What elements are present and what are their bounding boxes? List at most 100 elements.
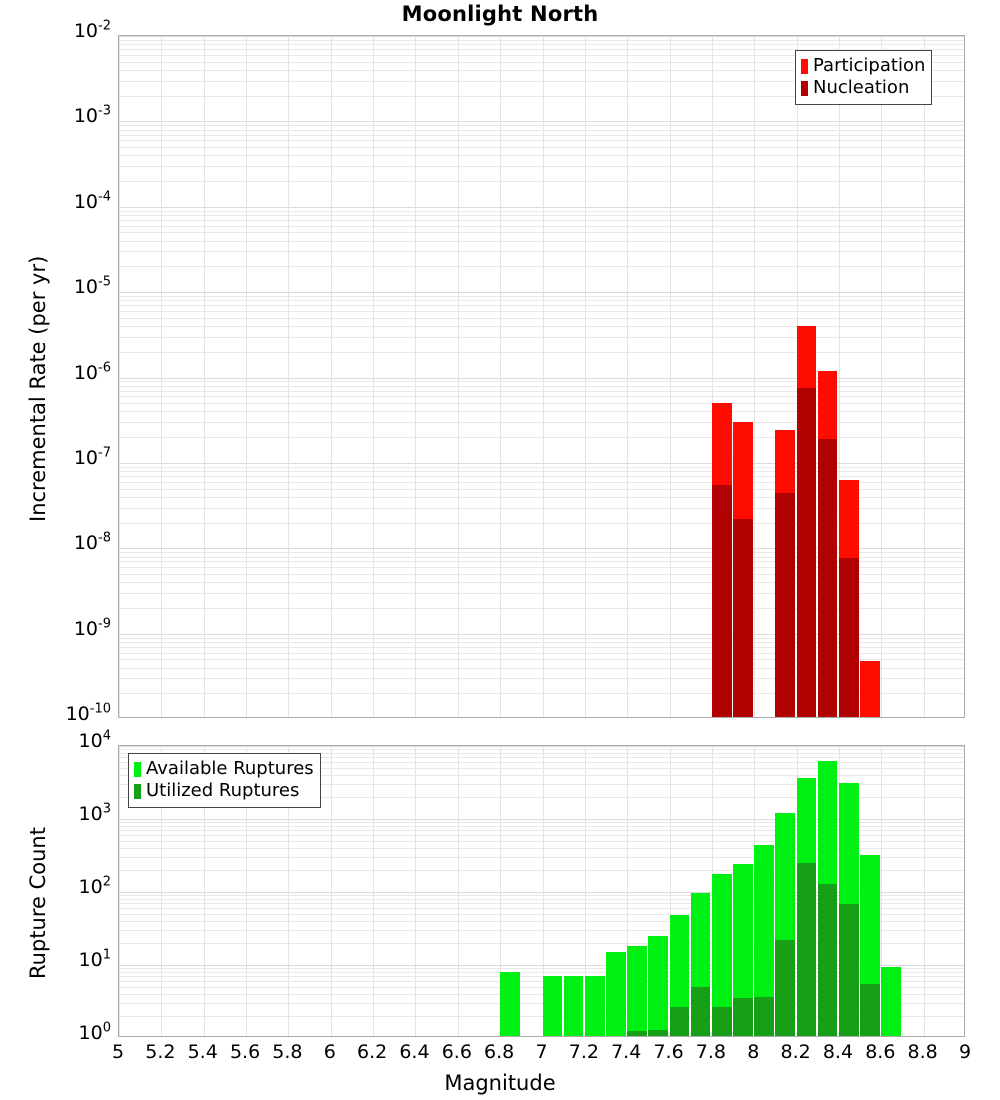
legend-label: Utilized Ruptures — [146, 780, 300, 801]
gridline — [119, 986, 964, 988]
gridline — [119, 296, 964, 298]
y-tick-label: 10-3 — [73, 104, 111, 128]
gridline-vertical — [542, 36, 544, 717]
bar-segment — [711, 1006, 732, 1036]
gridline — [119, 965, 964, 966]
gridline — [119, 767, 964, 769]
gridline-vertical — [838, 36, 840, 717]
gridline — [119, 652, 964, 654]
gridline-vertical — [330, 36, 332, 717]
y-tick-label: 10-10 — [65, 701, 111, 725]
bar-segment — [627, 1030, 647, 1036]
bar-segment — [754, 997, 774, 1036]
y-tick-label: 101 — [78, 947, 111, 971]
gridline — [119, 351, 964, 353]
bar-segment — [711, 485, 732, 717]
gridline-vertical — [457, 746, 459, 1036]
bar — [838, 783, 859, 1036]
gridline — [119, 522, 964, 524]
gridline-vertical — [669, 746, 671, 1036]
gridline — [119, 921, 964, 923]
y-tick-label: 10-4 — [73, 189, 111, 213]
gridline — [119, 481, 964, 483]
gridline — [119, 573, 964, 575]
x-axis-label: Magnitude — [444, 1071, 556, 1095]
bar — [838, 480, 859, 717]
gridline — [119, 326, 964, 328]
bar — [796, 326, 817, 717]
gridline — [119, 968, 964, 970]
gridline — [119, 556, 964, 558]
gridline — [119, 181, 964, 183]
gridline — [119, 377, 964, 379]
gridline-vertical — [542, 746, 544, 1036]
gridline-vertical — [754, 36, 756, 717]
gridline-vertical — [203, 746, 205, 1036]
gridline — [119, 826, 964, 828]
gridline — [119, 80, 964, 82]
gridline-vertical — [669, 36, 671, 717]
x-tick-label: 5.2 — [145, 1041, 176, 1063]
gridline — [119, 835, 964, 837]
gridline — [119, 437, 964, 439]
gridline — [119, 215, 964, 217]
bar — [775, 430, 796, 717]
gridline — [119, 981, 964, 983]
x-tick-label: 6.4 — [399, 1041, 430, 1063]
gridline — [119, 994, 964, 996]
gridline — [119, 385, 964, 387]
gridline — [119, 466, 964, 468]
gridline — [119, 908, 964, 910]
gridline — [119, 667, 964, 669]
gridline — [119, 746, 964, 747]
bar — [500, 972, 520, 1036]
x-tick-label: 6.2 — [356, 1041, 388, 1063]
y-tick-label: 100 — [78, 1020, 111, 1044]
gridline — [119, 930, 964, 932]
bar-segment — [817, 439, 838, 717]
gridline — [119, 507, 964, 509]
bar-segment — [648, 1029, 669, 1036]
legend-label: Nucleation — [813, 77, 910, 98]
gridline — [119, 913, 964, 915]
available-ruptures-swatch-icon — [134, 761, 141, 777]
bar-segment — [775, 940, 796, 1036]
gridline-vertical — [415, 36, 417, 717]
gridline — [119, 892, 964, 893]
bar — [860, 660, 880, 717]
gridline — [119, 219, 964, 221]
incremental-rate-plot — [118, 35, 965, 718]
gridline-vertical — [119, 746, 120, 1036]
gridline — [119, 403, 964, 405]
gridline — [119, 206, 964, 208]
gridline-vertical — [288, 36, 290, 717]
gridline — [119, 819, 964, 820]
gridline — [119, 592, 964, 594]
gridline — [119, 155, 964, 157]
bar-segment — [860, 983, 880, 1036]
y-tick-label: 10-7 — [73, 445, 111, 469]
gridline — [119, 895, 964, 897]
gridline-vertical — [881, 36, 883, 717]
gridline — [119, 976, 964, 978]
gridline — [119, 561, 964, 563]
gridline — [119, 390, 964, 392]
gridline — [119, 471, 964, 473]
nucleation-swatch-icon — [801, 80, 808, 96]
bar — [860, 855, 880, 1036]
gridline — [119, 166, 964, 168]
gridline — [119, 659, 964, 661]
gridline — [119, 646, 964, 648]
x-tick-label: 5.8 — [272, 1041, 303, 1063]
gridline — [119, 225, 964, 227]
x-tick-label: 7.4 — [611, 1041, 642, 1063]
gridline — [119, 44, 964, 46]
gridline — [119, 300, 964, 302]
gridline-vertical — [881, 746, 883, 1036]
gridline-vertical — [161, 36, 163, 717]
legend-label: Participation — [813, 55, 926, 76]
gridline — [119, 317, 964, 319]
y-tick-label: 104 — [78, 728, 111, 752]
bar — [817, 370, 838, 717]
